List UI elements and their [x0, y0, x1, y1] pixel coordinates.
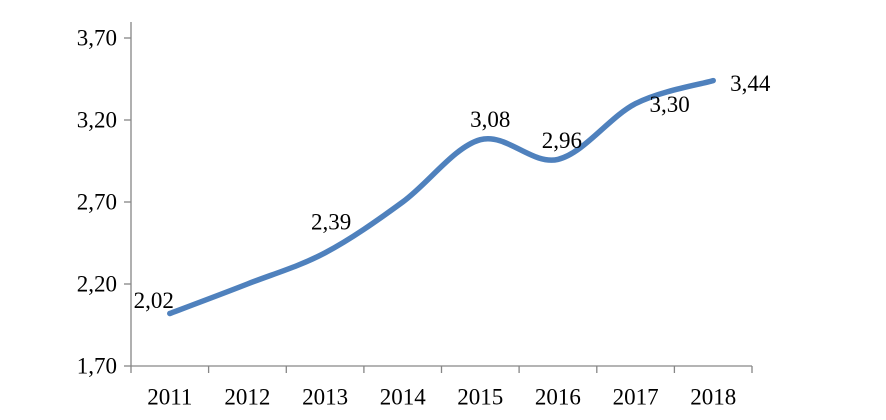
x-tick-label: 2014	[380, 385, 427, 410]
y-tick-label: 1,70	[77, 354, 117, 379]
data-label: 3,44	[730, 71, 771, 96]
x-tick-label: 2015	[457, 385, 503, 410]
y-tick-label: 2,70	[77, 190, 117, 215]
x-tick-label: 2012	[224, 385, 270, 410]
data-label: 2,96	[542, 128, 582, 153]
data-label: 3,30	[649, 92, 689, 117]
x-tick-label: 2017	[613, 385, 659, 410]
x-tick-label: 2011	[147, 385, 192, 410]
data-label: 2,02	[134, 288, 174, 313]
y-tick-label: 3,20	[77, 108, 117, 133]
y-tick-label: 3,70	[77, 26, 117, 51]
data-label: 2,39	[311, 209, 351, 234]
y-tick-label: 2,20	[77, 272, 117, 297]
x-tick-label: 2013	[302, 385, 348, 410]
x-tick-label: 2018	[690, 385, 736, 410]
data-label: 3,08	[470, 107, 510, 132]
x-tick-label: 2016	[535, 385, 581, 410]
series-line	[167, 77, 716, 317]
